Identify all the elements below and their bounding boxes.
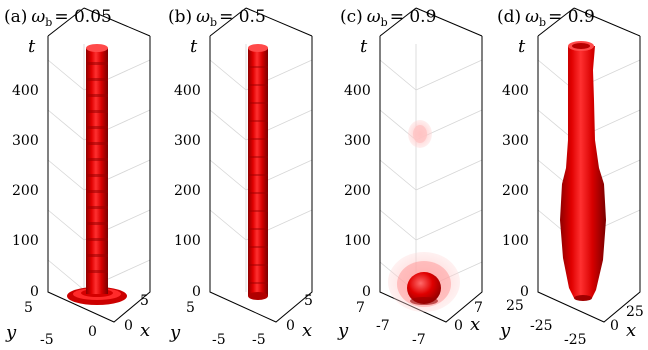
svg-text:100: 100	[12, 233, 39, 249]
panel-c: 400 300 200 100 0 t 7 -7 0 7 -7 y x	[337, 7, 483, 348]
svg-text:400: 400	[502, 83, 529, 99]
panel-a-x-tick-0: 0	[124, 318, 133, 334]
panel-b-axes-frame	[209, 7, 313, 323]
panel-a-axes-frame	[47, 7, 151, 323]
panel-c-t-ticks: 400 300 200 100 0	[344, 83, 371, 300]
svg-text:300: 300	[174, 133, 201, 149]
panel-b-y-tick-neg5: -5	[212, 332, 226, 348]
svg-text:(d)ωb= 0.9: (d) ωb = 0.9	[497, 7, 595, 29]
panel-b-x-tick-5: 5	[304, 293, 313, 309]
svg-text:100: 100	[502, 233, 529, 249]
panel-c-axes-frame	[379, 7, 483, 323]
panel-d-x-tick-0: 0	[610, 318, 619, 334]
svg-text:100: 100	[174, 233, 201, 249]
panel-d: 400 300 200 100 0 t 25 -25 0 25 -25 y x	[499, 7, 644, 348]
panel-d-title: (d) ωb = 0.9	[497, 7, 595, 29]
panel-d-y-tick-neg25: -25	[530, 318, 553, 334]
panel-d-t-ticks: 400 300 200 100 0	[502, 83, 529, 300]
panel-b-title: (b) ωb = 0.5	[168, 7, 266, 29]
panel-d-surface	[560, 41, 606, 301]
panel-a-surface	[67, 44, 127, 305]
panel-d-y-tick-25: 25	[506, 298, 524, 314]
svg-text:100: 100	[344, 233, 371, 249]
svg-text:0: 0	[520, 284, 529, 300]
panel-a-y-tick-neg5: -5	[40, 332, 54, 348]
panel-a-t-ticks: 400 300 200 100 0	[12, 83, 39, 300]
panel-c-t-label: t	[360, 36, 368, 57]
panel-b-t-ticks: 400 300 200 100 0	[174, 83, 201, 300]
panel-b-surface	[248, 44, 268, 300]
panel-a: 400 300 200 100 0 t 5 -5 0 5 0 y x	[5, 7, 151, 348]
panel-d-y-label: y	[499, 320, 511, 341]
panel-a-x-tick-extra: 0	[88, 324, 97, 340]
panel-b-y-tick-5: 5	[186, 300, 195, 316]
panel-b-t-label: t	[190, 36, 198, 57]
panel-b-x-label: x	[302, 320, 312, 341]
svg-text:400: 400	[344, 83, 371, 99]
svg-text:400: 400	[174, 83, 201, 99]
panel-d-x-tick-extra: -25	[564, 332, 587, 348]
svg-text:0: 0	[192, 284, 201, 300]
svg-text:0: 0	[362, 284, 371, 300]
svg-text:300: 300	[344, 133, 371, 149]
panel-a-title: (a) ωb = 0.05	[4, 7, 112, 29]
svg-text:200: 200	[174, 183, 201, 199]
panel-c-x-label: x	[470, 314, 480, 335]
svg-text:(a)ωb= 0.05: (a) ωb = 0.05	[4, 7, 112, 29]
panel-c-y-tick-neg7: -7	[376, 318, 390, 334]
panel-a-y-label: y	[5, 322, 17, 343]
svg-text:(b)ωb= 0.5: (b) ωb = 0.5	[168, 7, 266, 29]
panel-c-x-tick-0: 0	[454, 318, 463, 334]
panel-c-y-tick-7: 7	[356, 300, 365, 316]
svg-text:300: 300	[12, 133, 39, 149]
panel-d-t-label: t	[518, 36, 526, 57]
panel-d-axes-frame	[537, 7, 641, 323]
panel-c-surface	[388, 120, 460, 312]
panel-a-y-tick-5: 5	[24, 300, 33, 316]
panel-b: 400 300 200 100 0 t 5 -5 0 5 -5 y x	[169, 7, 313, 348]
panel-b-y-label: y	[169, 322, 181, 343]
panel-b-x-tick-extra: -5	[252, 332, 266, 348]
svg-text:300: 300	[502, 133, 529, 149]
panel-c-y-label: y	[337, 320, 349, 341]
panel-d-x-tick-25: 25	[626, 304, 644, 320]
svg-text:400: 400	[12, 83, 39, 99]
panel-c-grid	[379, 44, 483, 293]
panel-b-x-tick-0: 0	[286, 318, 295, 334]
svg-text:0: 0	[30, 284, 39, 300]
panel-c-x-tick-7: 7	[474, 300, 483, 316]
svg-text:200: 200	[344, 183, 371, 199]
panel-d-x-label: x	[626, 320, 636, 341]
svg-text:200: 200	[12, 183, 39, 199]
panel-a-t-label: t	[28, 36, 36, 57]
panel-a-x-label: x	[140, 320, 150, 341]
panel-c-x-tick-extra: -7	[412, 332, 426, 348]
svg-text:200: 200	[502, 183, 529, 199]
panel-a-x-tick-5: 5	[140, 293, 149, 309]
